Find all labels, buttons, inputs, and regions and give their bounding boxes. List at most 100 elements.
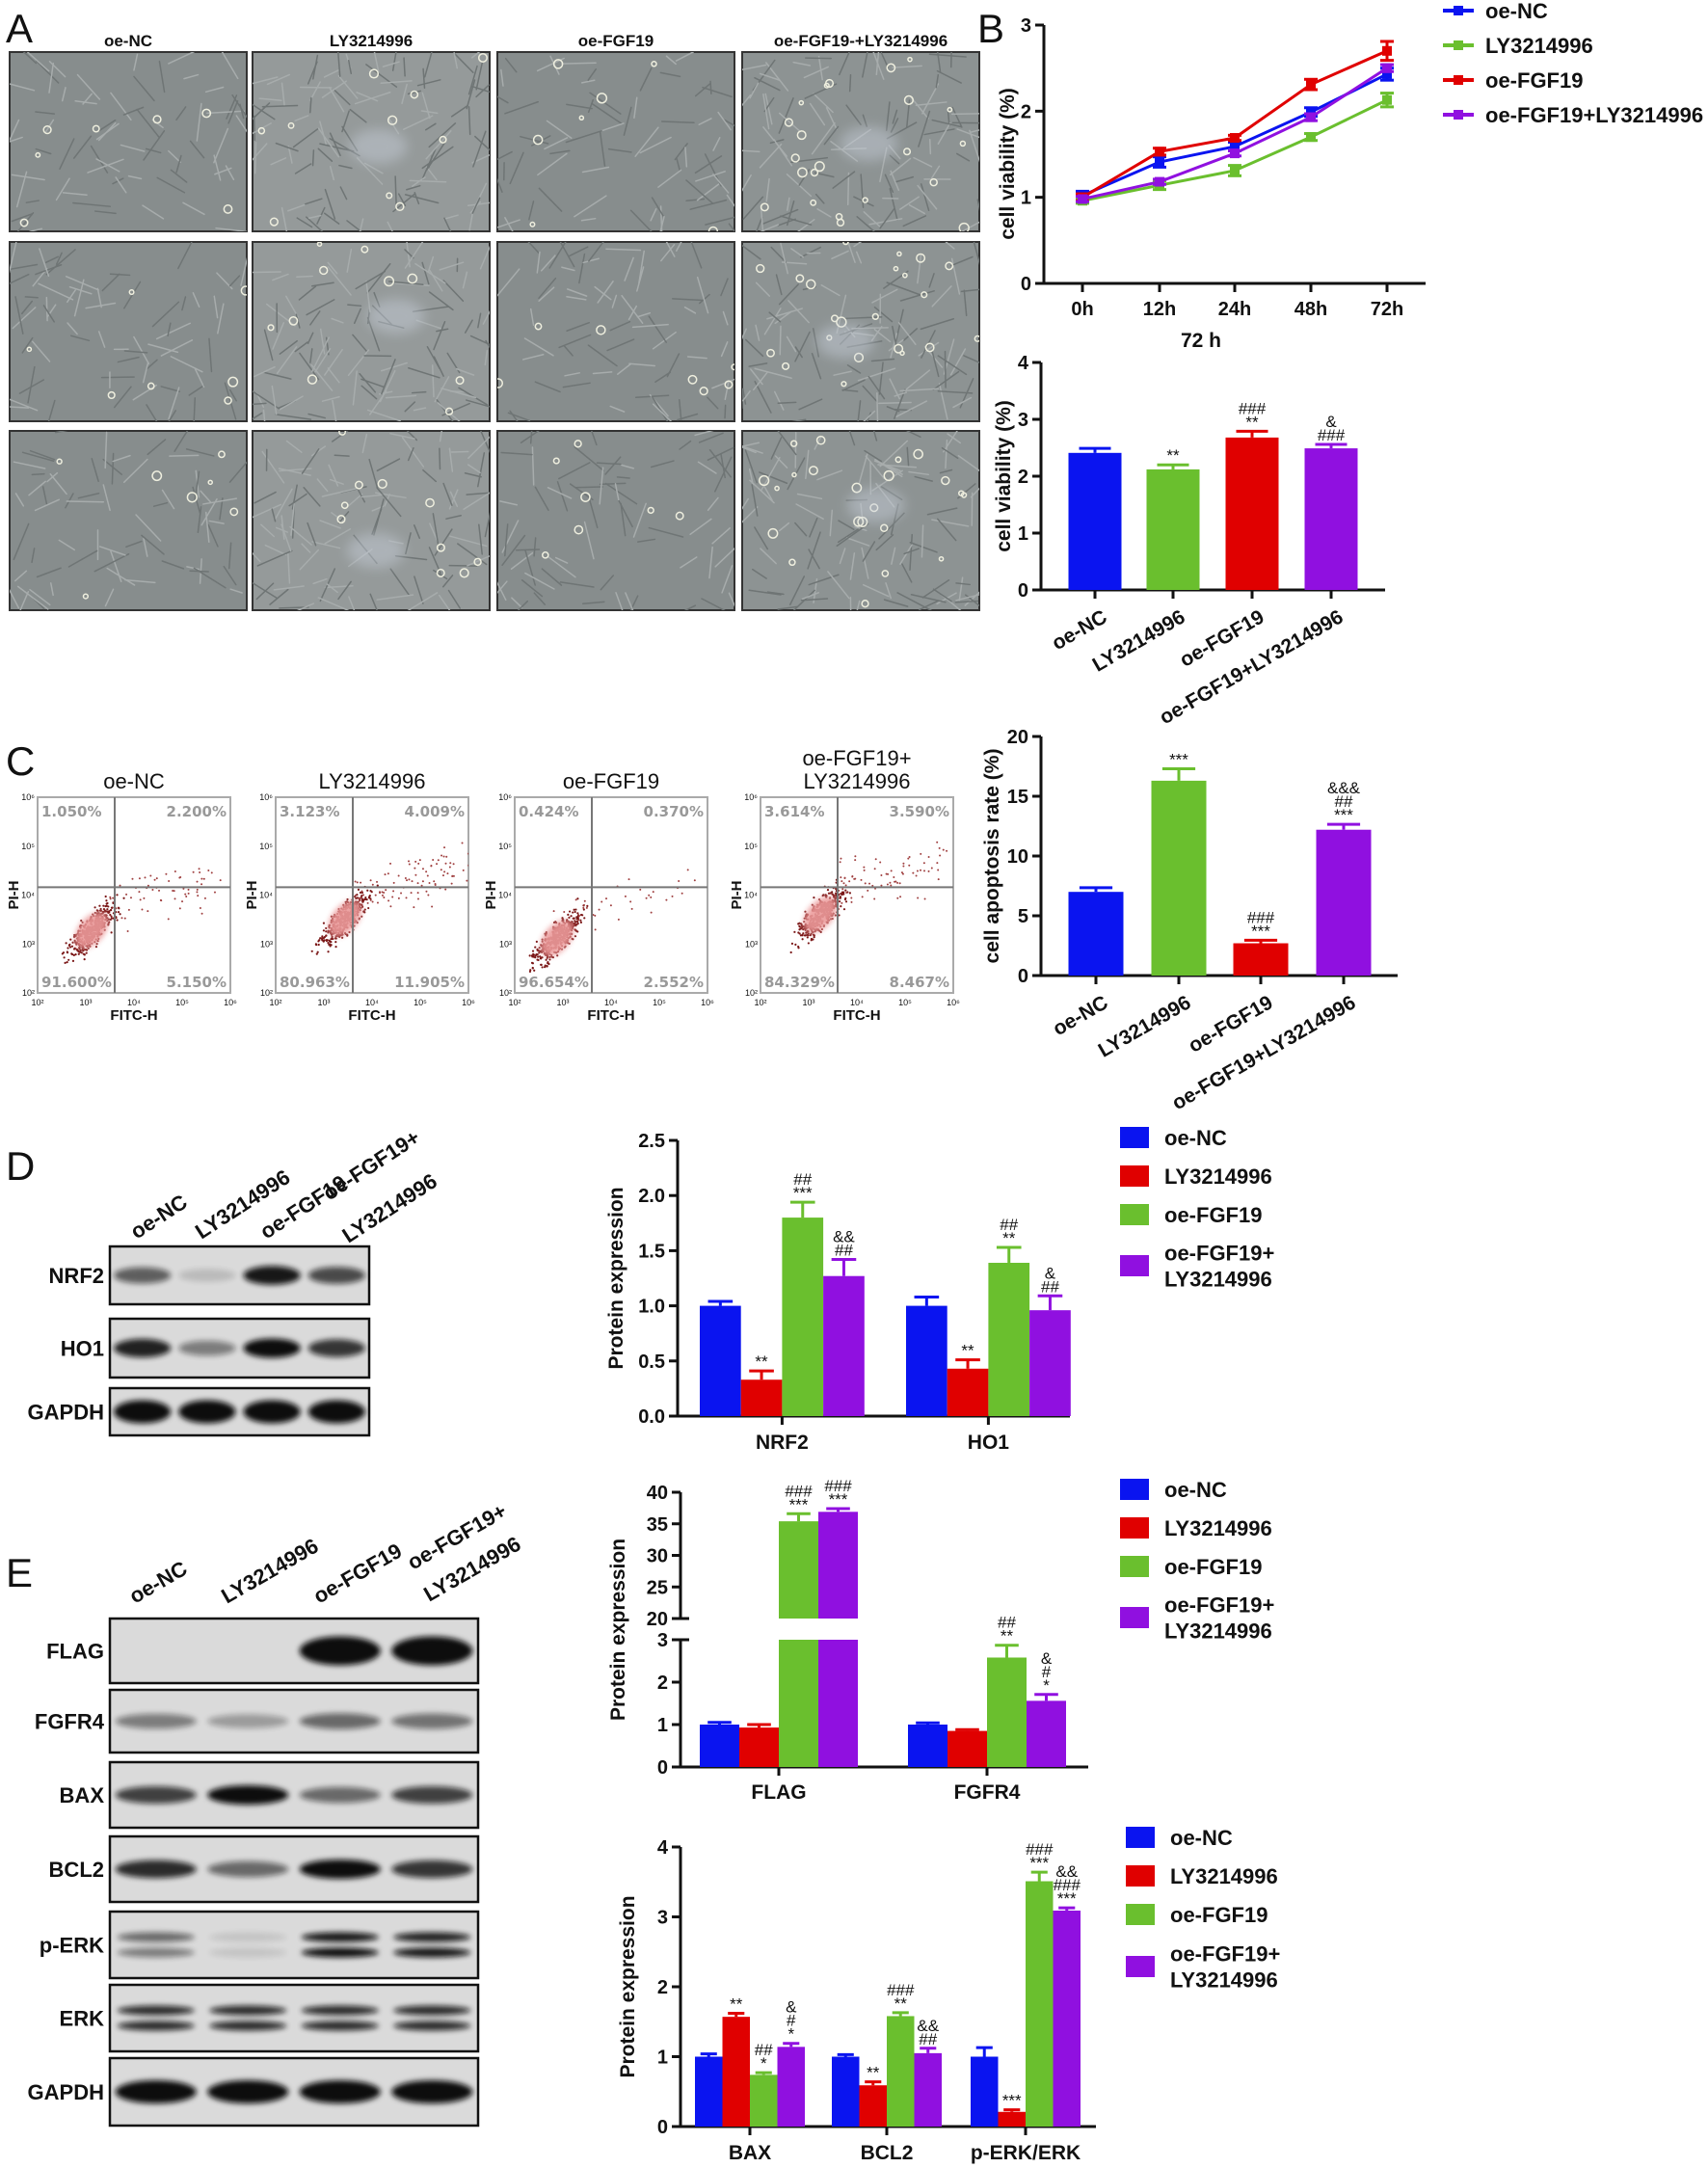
cell-shape [778, 97, 794, 134]
cell-shape [634, 126, 659, 157]
quadrant-value-upper-right: 3.590% [890, 803, 949, 820]
event-dot [73, 933, 76, 937]
bright-cell [687, 374, 698, 385]
cell-shape [846, 363, 862, 374]
event-dot [368, 895, 371, 897]
legend-swatch [1126, 1827, 1155, 1848]
cell-shape [561, 266, 575, 272]
event-dot [902, 865, 905, 868]
event-dot [361, 905, 364, 908]
cell-shape [559, 242, 575, 268]
bright-cell [924, 342, 935, 353]
y-tick-label: 1 [657, 2048, 668, 2069]
glare-spot [349, 128, 408, 164]
cell-shape [208, 337, 213, 373]
significance-mark: ## [1000, 1216, 1018, 1234]
cell-shape [482, 309, 490, 325]
cell-shape [808, 549, 820, 570]
cell-shape [280, 206, 288, 231]
event-dot [467, 864, 468, 867]
event-dot [529, 969, 532, 972]
significance-mark: *** [789, 1495, 809, 1513]
cell-shape [359, 218, 364, 231]
bright-cell [552, 457, 560, 465]
cell-shape [829, 509, 834, 537]
cell-shape [97, 331, 106, 348]
event-dot [462, 869, 465, 871]
cell-shape [774, 310, 792, 325]
bar [1053, 1910, 1081, 2127]
cell-shape [45, 249, 76, 276]
cell-shape [754, 76, 781, 92]
bright-cell [974, 335, 979, 342]
cell-shape [696, 183, 720, 201]
cell-shape [947, 433, 962, 444]
cell-shape [307, 332, 314, 344]
event-dot [841, 888, 844, 891]
event-dot [331, 935, 334, 939]
legend-label: LY3214996 [1164, 1516, 1272, 1540]
protein-label: GAPDH [28, 1401, 104, 1425]
cell-shape [194, 368, 205, 388]
cell-shape [686, 356, 707, 360]
event-dot [899, 896, 902, 898]
bar [1027, 1700, 1066, 1767]
cell-shape [95, 158, 120, 173]
cell-shape [708, 546, 713, 579]
cell-shape [864, 449, 883, 463]
data-point [1306, 79, 1316, 90]
bright-cell [227, 376, 239, 388]
cell-shape [426, 346, 440, 369]
cell-shape [469, 335, 490, 346]
protein-band [114, 1338, 172, 1358]
event-dot [813, 936, 815, 939]
event-dot [360, 897, 362, 899]
cell-shape [795, 503, 824, 520]
cell-shape [407, 446, 414, 462]
cell-shape [221, 52, 239, 80]
cell-shape [327, 266, 352, 296]
cell-shape [296, 275, 313, 279]
cell-shape [814, 193, 825, 204]
cell-shape [651, 395, 669, 421]
cell-shape [156, 176, 186, 194]
cell-shape [899, 290, 935, 302]
event-dot [358, 897, 360, 900]
bright-cell [201, 108, 212, 119]
cell-shape [878, 512, 905, 540]
cell-shape [38, 282, 74, 301]
event-dot [173, 890, 175, 893]
cell-shape [801, 592, 819, 601]
significance-mark: & [1041, 1649, 1053, 1668]
panel-label-c: C [6, 738, 35, 784]
event-dot [443, 870, 446, 873]
bright-cell [377, 478, 387, 490]
cell-shape [760, 548, 777, 565]
cell-shape [467, 201, 490, 207]
bar [947, 1730, 987, 1767]
cell-shape [276, 346, 298, 375]
cell-shape [620, 502, 627, 537]
event-dot [310, 950, 313, 952]
cell-shape [894, 391, 908, 397]
x-axis-label: FITC-H [833, 1007, 880, 1024]
cell-shape [193, 397, 197, 421]
legend-label: oe-FGF19+ [1170, 1942, 1280, 1967]
cell-shape [228, 388, 237, 402]
cell-shape [780, 242, 788, 275]
event-dot [917, 897, 920, 899]
y-tick-label: 10 [1007, 846, 1028, 868]
cell-shape [453, 52, 474, 73]
cell-shape [152, 501, 169, 507]
cell-shape [404, 242, 424, 269]
cell-shape [518, 600, 529, 610]
cell-shape [547, 555, 576, 578]
event-dot [341, 936, 344, 939]
cell-shape [825, 107, 838, 130]
cell-shape [347, 59, 353, 74]
cell-shape [474, 135, 490, 151]
significance-mark: ## [793, 1170, 812, 1189]
event-dot [187, 888, 190, 891]
bright-cell [759, 474, 770, 487]
cell-shape [742, 445, 763, 454]
